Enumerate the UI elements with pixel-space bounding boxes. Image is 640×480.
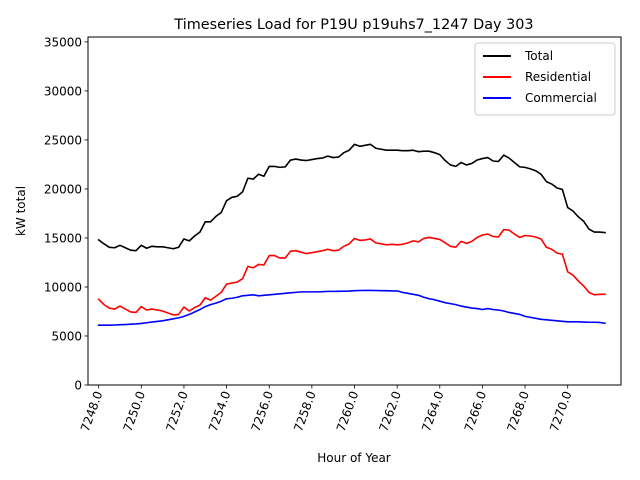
legend-label-commercial: Commercial [525, 91, 597, 105]
legend-label-total: Total [524, 49, 553, 63]
y-tick-label: 0 [74, 379, 82, 393]
chart-title: Timeseries Load for P19U p19uhs7_1247 Da… [173, 17, 533, 33]
plot-frame [87, 36, 622, 386]
y-tick-label: 10000 [44, 280, 82, 294]
y-tick-label: 20000 [44, 182, 82, 196]
x-axis-label: Hour of Year [317, 451, 391, 465]
y-axis-ticks: 0 5000 10000 15000 20000 25000 30000 35000 [44, 35, 88, 393]
y-tick-label: 25000 [44, 133, 82, 147]
y-tick-label: 30000 [44, 84, 82, 98]
series-line-total [97, 143, 606, 252]
series-line-commercial [97, 289, 606, 327]
legend: Total Residential Commercial [474, 42, 616, 116]
legend-label-residential: Residential [525, 70, 591, 84]
series-lines [97, 143, 606, 327]
y-tick-label: 35000 [44, 35, 82, 49]
y-tick-label: 5000 [51, 329, 82, 343]
y-tick-label: 15000 [44, 231, 82, 245]
y-axis-label: kW total [14, 186, 28, 236]
series-line-residential [97, 228, 606, 316]
